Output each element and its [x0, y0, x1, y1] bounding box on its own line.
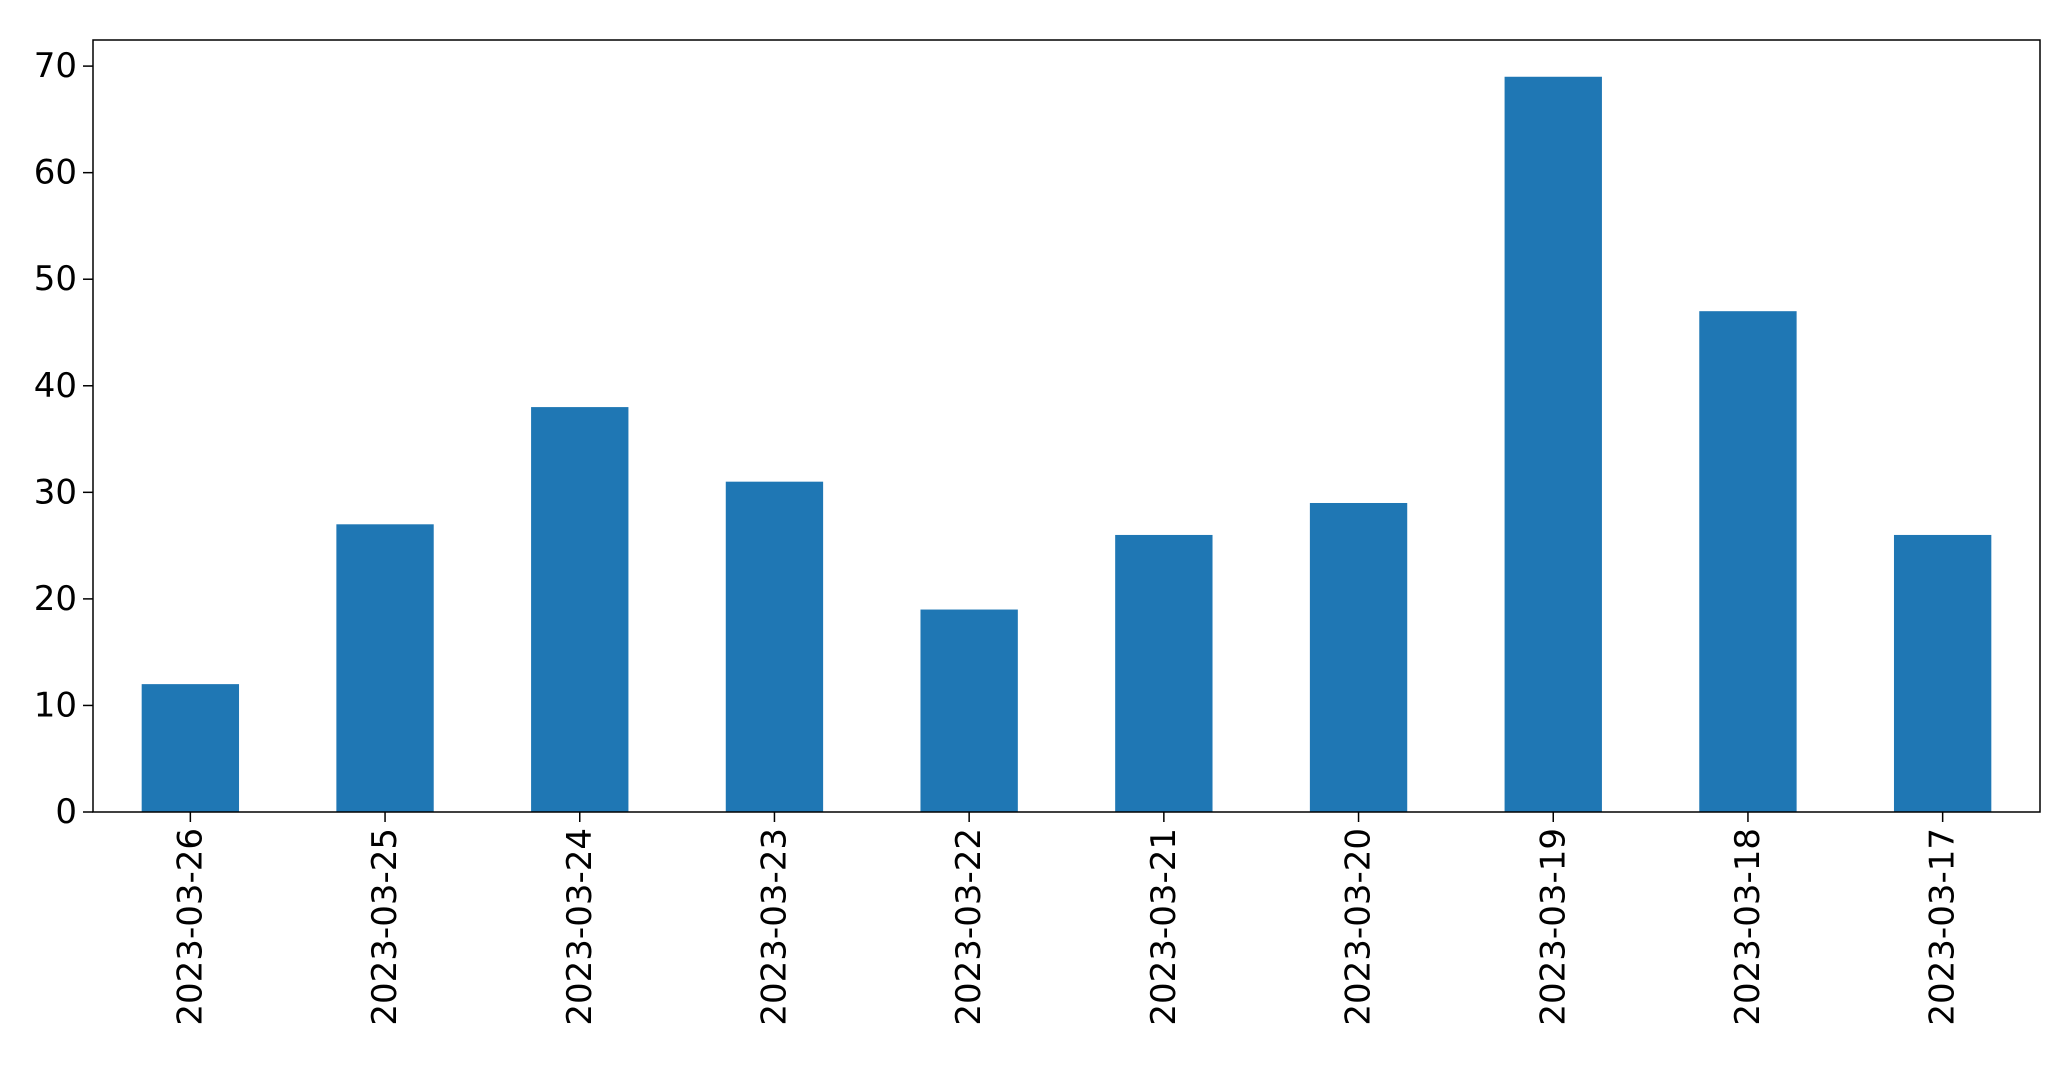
y-tick-label: 30: [34, 472, 77, 512]
y-tick-label: 10: [34, 685, 77, 725]
x-tick-label: 2023-03-21: [1144, 828, 1184, 1026]
bar-2023-03-23: [725, 481, 824, 812]
bar-2023-03-21: [1115, 534, 1213, 812]
x-tick-label: 2023-03-18: [1728, 828, 1768, 1026]
x-tick-label: 2023-03-20: [1339, 828, 1379, 1026]
bar-2023-03-26: [141, 684, 240, 812]
x-tick-label: 2023-03-25: [365, 828, 405, 1026]
x-tick-label: 2023-03-26: [170, 828, 210, 1026]
bars-layer: [141, 76, 1992, 812]
bar-2023-03-20: [1309, 502, 1408, 812]
bar-2023-03-19: [1504, 76, 1602, 812]
x-tick-label: 2023-03-19: [1533, 828, 1573, 1026]
bar-2023-03-17: [1893, 534, 1992, 812]
x-tick-label: 2023-03-23: [754, 828, 794, 1026]
y-tick-label: 70: [34, 46, 77, 86]
y-axis-ticks: 0 10 20 30 40 50 60 70: [34, 46, 93, 832]
y-tick-label: 60: [34, 153, 77, 193]
x-tick-label: 2023-03-24: [560, 828, 600, 1026]
bar-2023-03-22: [920, 609, 1018, 812]
y-tick-label: 50: [34, 259, 77, 299]
x-axis-ticks: 2023-03-26 2023-03-25 2023-03-24 2023-03-23…: [170, 812, 1963, 1026]
bar-2023-03-25: [336, 524, 434, 812]
y-tick-label: 20: [34, 579, 77, 619]
y-tick-label: 40: [34, 366, 77, 406]
y-tick-label: 0: [55, 792, 77, 832]
bar-2023-03-18: [1699, 311, 1797, 812]
axes-layer: [92, 39, 2041, 813]
bar-2023-03-24: [531, 407, 629, 812]
plot-frame: [92, 39, 2041, 813]
x-tick-label: 2023-03-22: [949, 828, 989, 1026]
x-tick-label: 2023-03-17: [1923, 828, 1963, 1026]
